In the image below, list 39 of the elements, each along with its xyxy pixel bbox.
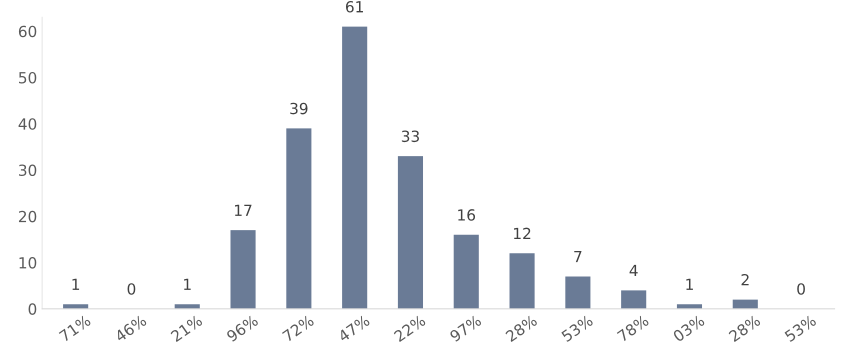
y-tick-label: 20 (18, 210, 36, 222)
y-tick-label: 0 (28, 303, 36, 315)
data-label: 12 (514, 228, 530, 240)
x-tick-label: 71% (58, 314, 92, 342)
y-tick-label: 30 (19, 164, 36, 176)
bar (732, 300, 758, 309)
x-tick-label: 46% (114, 314, 148, 342)
bar (565, 276, 590, 309)
data-label: 1 (184, 278, 191, 290)
bar (174, 304, 200, 309)
bar (286, 128, 312, 309)
x-tick-label: 47% (337, 314, 370, 342)
x-tick-label: 78% (616, 314, 650, 342)
bar (63, 304, 88, 309)
bar (454, 234, 479, 309)
data-label: 39 (290, 102, 308, 114)
bar (676, 304, 702, 309)
data-label: 0 (128, 283, 136, 295)
data-label: 2 (742, 274, 749, 286)
y-tick-label: 50 (19, 72, 36, 84)
data-label: 16 (458, 209, 476, 221)
bar (510, 253, 535, 309)
bar (398, 156, 424, 309)
data-label: 1 (686, 278, 693, 290)
y-tick-label: 10 (20, 257, 36, 269)
data-label: 7 (574, 251, 582, 262)
y-tick-label: 40 (18, 118, 36, 130)
bar (621, 290, 646, 309)
bar (342, 26, 368, 309)
data-label: 4 (630, 264, 638, 276)
x-tick-label: 03% (672, 314, 706, 342)
data-label: 33 (402, 130, 419, 142)
data-label: 0 (797, 283, 805, 295)
x-tick-label: 72% (282, 314, 315, 342)
data-label: 61 (346, 0, 363, 13)
bar (230, 230, 256, 309)
data-label: 17 (235, 204, 252, 216)
y-tick-label: 60 (18, 26, 36, 38)
data-label: 1 (72, 278, 80, 290)
